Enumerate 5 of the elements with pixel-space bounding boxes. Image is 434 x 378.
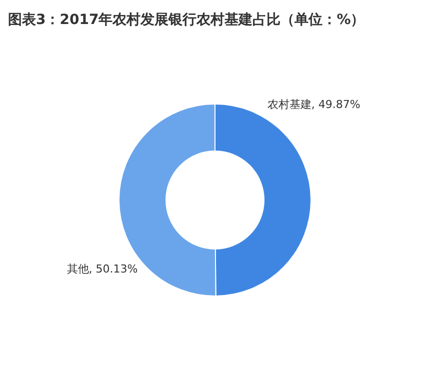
data-label: , 49.87% — [311, 98, 360, 111]
chart-title: 图表3：2017年农村发展银行农村基建占比（单位：%） — [8, 12, 365, 28]
data-label: , 50.13% — [88, 262, 138, 276]
slice-label: 农村基建 — [267, 98, 312, 111]
slice-label: 其他 — [66, 262, 89, 276]
